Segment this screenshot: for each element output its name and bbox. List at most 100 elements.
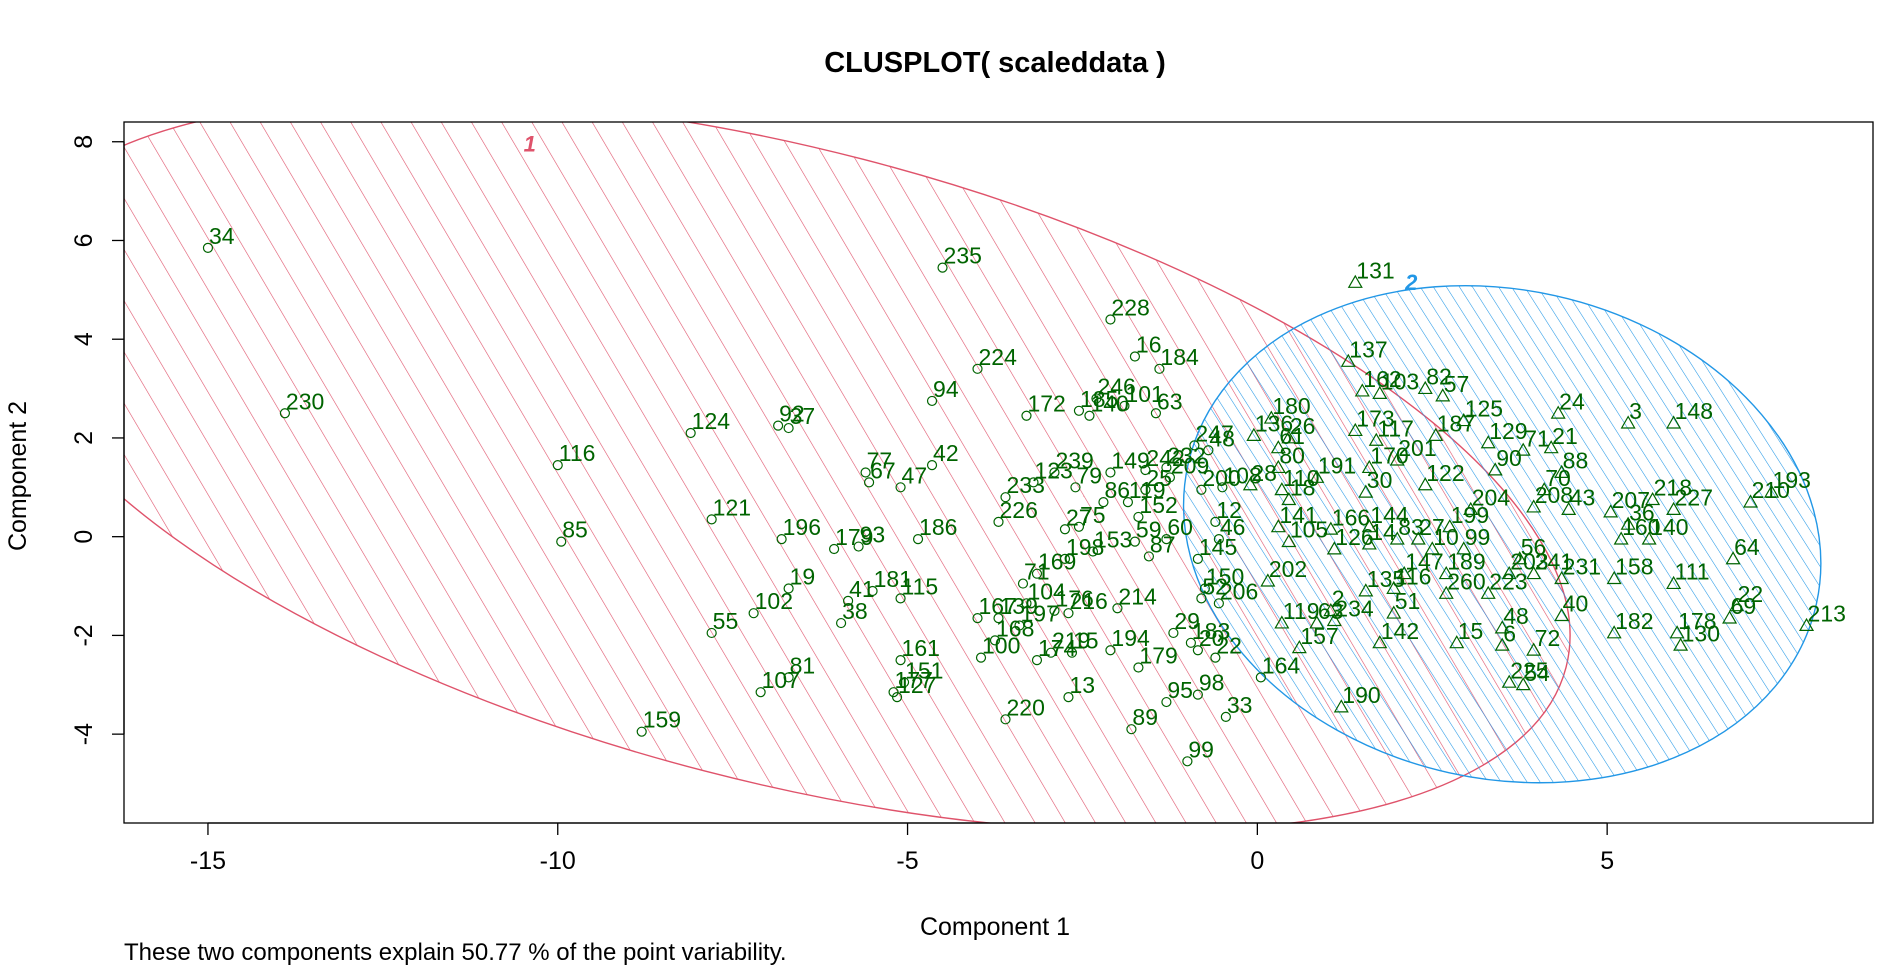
point-label-99: 99 xyxy=(1188,736,1214,762)
point-marker-24 xyxy=(1550,405,1566,419)
point-label-142: 142 xyxy=(1381,618,1419,644)
point-marker-63 xyxy=(1150,408,1162,419)
point-marker-81 xyxy=(783,672,794,683)
point-label-92: 92 xyxy=(779,401,805,427)
point-marker-100 xyxy=(975,652,987,663)
point-label-3: 3 xyxy=(1629,398,1642,424)
point-label-27: 27 xyxy=(1066,504,1092,530)
point-label-13: 13 xyxy=(1069,672,1095,698)
point-label-239: 239 xyxy=(1055,448,1093,474)
point-label-197: 197 xyxy=(1020,601,1058,627)
point-label-185: 185 xyxy=(1080,386,1118,412)
point-label-203: 203 xyxy=(1510,549,1548,575)
point-label-15b: 15 xyxy=(1458,618,1484,644)
point-marker-14 xyxy=(1361,536,1377,550)
point-marker-57 xyxy=(1435,388,1451,402)
point-marker-169 xyxy=(1031,568,1043,579)
point-label-83: 83 xyxy=(1398,514,1424,540)
point-label-180: 180 xyxy=(1272,393,1310,419)
point-marker-179 xyxy=(828,543,840,555)
point-label-67: 67 xyxy=(870,457,896,483)
point-label-21: 21 xyxy=(1552,423,1578,449)
point-label-178: 178 xyxy=(1678,608,1716,634)
point-label-111: 111 xyxy=(1675,559,1710,585)
point-marker-186 xyxy=(912,534,924,545)
point-label-71b: 71 xyxy=(1524,425,1550,451)
y-tick-label--2: -2 xyxy=(70,624,98,646)
point-marker-59 xyxy=(1129,536,1141,547)
point-label-70: 70 xyxy=(1545,465,1571,491)
point-label-191: 191 xyxy=(1318,452,1356,478)
point-marker-208 xyxy=(1526,499,1542,513)
point-label-18: 18 xyxy=(1290,475,1316,501)
point-marker-210 xyxy=(1743,494,1759,508)
point-marker-131 xyxy=(1347,274,1363,288)
point-marker-70 xyxy=(1536,482,1552,496)
point-label-140: 140 xyxy=(1090,391,1128,417)
point-label-2: 2 xyxy=(1332,586,1345,612)
y-tick-label--4: -4 xyxy=(70,723,98,745)
point-marker-204 xyxy=(1463,501,1479,515)
point-label-230: 230 xyxy=(286,388,324,414)
point-label-48: 48 xyxy=(1503,603,1529,629)
point-marker-183 xyxy=(1185,637,1196,648)
point-label-141: 141 xyxy=(1279,502,1317,528)
point-marker-119 xyxy=(1122,497,1134,508)
point-marker-55 xyxy=(706,627,717,639)
point-marker-164 xyxy=(1255,672,1266,683)
point-marker-26 xyxy=(1281,430,1297,444)
point-label-55: 55 xyxy=(713,608,739,634)
point-marker-223 xyxy=(1480,585,1496,599)
point-label-213: 213 xyxy=(1808,601,1846,627)
point-marker-101 xyxy=(1119,400,1130,411)
point-label-153: 153 xyxy=(1094,526,1132,552)
point-marker-15b xyxy=(1449,635,1465,649)
point-marker-226 xyxy=(993,516,1004,527)
point-marker-61 xyxy=(1270,440,1286,454)
point-marker-48 xyxy=(1494,620,1510,634)
point-label-95: 95 xyxy=(1167,677,1193,703)
point-label-135: 135 xyxy=(1367,566,1405,592)
point-marker-42 xyxy=(926,459,938,471)
point-marker-179b xyxy=(1133,662,1144,673)
point-marker-12 xyxy=(1210,516,1221,527)
point-label-64: 64 xyxy=(1734,534,1760,560)
point-label-131: 131 xyxy=(1356,257,1394,283)
point-marker-13 xyxy=(1063,692,1074,703)
point-label-63b: 63 xyxy=(1318,598,1344,624)
point-label-56: 56 xyxy=(1521,534,1547,560)
point-marker-225 xyxy=(1501,674,1517,688)
point-marker-119b xyxy=(1274,615,1290,629)
point-label-33: 33 xyxy=(1227,692,1253,718)
point-marker-224 xyxy=(972,363,983,374)
point-marker-176 xyxy=(1049,605,1060,616)
point-marker-147 xyxy=(1396,565,1412,580)
point-marker-160 xyxy=(1613,531,1629,545)
point-label-169: 169 xyxy=(1038,549,1076,575)
point-marker-92 xyxy=(773,420,784,431)
point-marker-48b xyxy=(1203,445,1214,456)
point-label-104: 104 xyxy=(1027,578,1066,604)
point-label-98: 98 xyxy=(1199,670,1225,696)
point-marker-231 xyxy=(1554,570,1570,585)
point-label-80: 80 xyxy=(1279,443,1305,469)
point-marker-230 xyxy=(279,408,291,419)
point-label-209: 209 xyxy=(1171,452,1209,478)
point-label-152: 152 xyxy=(1139,492,1177,518)
point-marker-220 xyxy=(1000,714,1011,725)
point-label-219: 219 xyxy=(1052,628,1090,654)
point-marker-144 xyxy=(1361,519,1377,533)
point-marker-194 xyxy=(1105,645,1116,656)
point-marker-105 xyxy=(1281,533,1297,548)
point-marker-93 xyxy=(853,541,864,552)
point-marker-260 xyxy=(1438,585,1454,599)
point-label-198: 198 xyxy=(1066,534,1104,560)
point-marker-124 xyxy=(685,427,696,439)
point-marker-115 xyxy=(895,593,906,604)
cluster-1-label: 1 xyxy=(524,132,536,157)
point-marker-125 xyxy=(1456,412,1472,427)
point-marker-107 xyxy=(755,687,766,698)
point-marker-15 xyxy=(1066,647,1078,658)
point-label-116: 116 xyxy=(559,440,596,466)
point-marker-18 xyxy=(1281,491,1297,506)
